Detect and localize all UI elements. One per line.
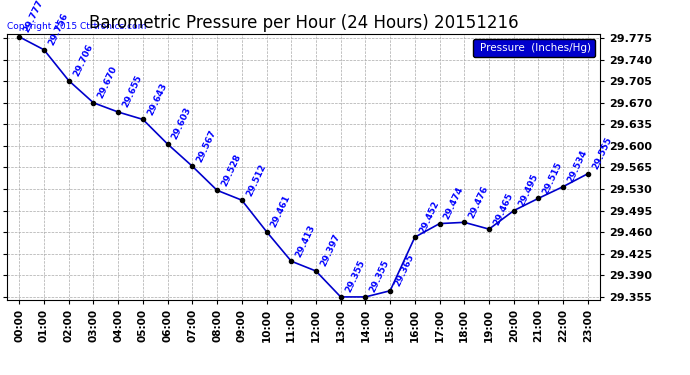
Text: 29.643: 29.643 (146, 81, 168, 117)
Text: 29.515: 29.515 (541, 160, 564, 195)
Text: 29.603: 29.603 (170, 106, 193, 141)
Text: 29.452: 29.452 (417, 199, 440, 234)
Text: 29.476: 29.476 (467, 184, 490, 220)
Text: 29.670: 29.670 (96, 65, 119, 100)
Title: Barometric Pressure per Hour (24 Hours) 20151216: Barometric Pressure per Hour (24 Hours) … (89, 14, 518, 32)
Text: 29.355: 29.355 (344, 259, 366, 294)
Text: 29.555: 29.555 (591, 136, 613, 171)
Text: 29.461: 29.461 (269, 194, 292, 229)
Text: 29.365: 29.365 (393, 253, 416, 288)
Text: 29.495: 29.495 (517, 172, 540, 208)
Text: 29.534: 29.534 (566, 148, 589, 184)
Text: 29.355: 29.355 (368, 259, 391, 294)
Text: 29.528: 29.528 (220, 152, 243, 188)
Text: 29.413: 29.413 (294, 223, 317, 258)
Text: 29.706: 29.706 (72, 42, 95, 78)
Text: 29.474: 29.474 (442, 185, 465, 221)
Text: 29.567: 29.567 (195, 128, 218, 164)
Legend: Pressure  (Inches/Hg): Pressure (Inches/Hg) (473, 39, 595, 57)
Text: 29.397: 29.397 (319, 233, 342, 268)
Text: Copyright 2015 Ctrtronics.com: Copyright 2015 Ctrtronics.com (7, 22, 146, 31)
Text: 29.655: 29.655 (121, 74, 144, 109)
Text: 29.465: 29.465 (492, 191, 515, 226)
Text: 29.756: 29.756 (47, 12, 70, 47)
Text: 29.512: 29.512 (244, 162, 268, 197)
Text: 29.777: 29.777 (22, 0, 45, 34)
